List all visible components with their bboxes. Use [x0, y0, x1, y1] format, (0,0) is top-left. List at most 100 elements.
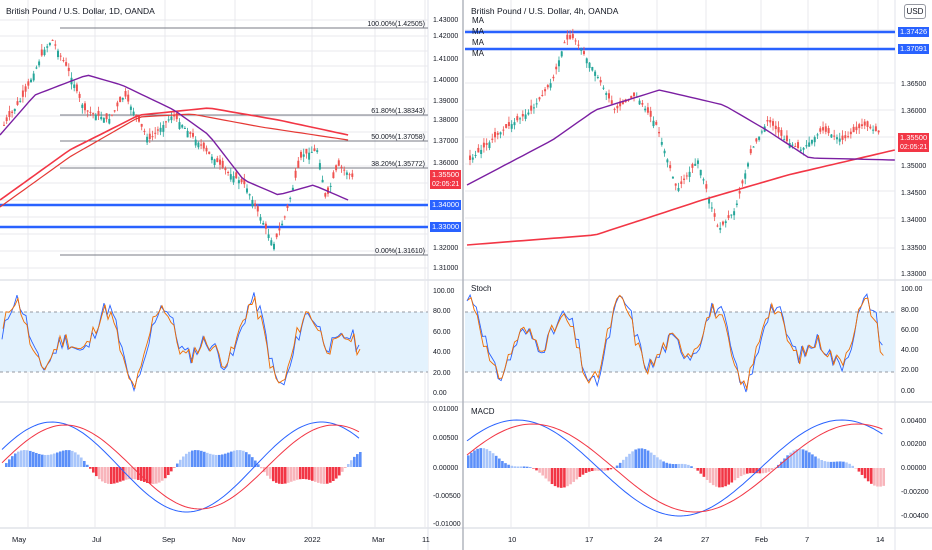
left-candle-body	[281, 223, 284, 226]
left-macd-histogram-bar	[278, 467, 281, 484]
left-candle-body	[11, 111, 14, 113]
right-candle-body	[769, 120, 772, 123]
left-macd-histogram-bar	[56, 452, 59, 467]
right-candle-body	[874, 126, 877, 131]
right-stoch-d-line	[467, 294, 884, 391]
right-candle-body	[794, 146, 797, 148]
left-candle-body	[192, 133, 194, 137]
right-macd-histogram-bar	[736, 468, 740, 479]
right-macd-histogram-bar	[649, 452, 653, 468]
left-price-axis-label: 1.43000	[433, 17, 458, 24]
right-price-axis-label: 1.36000	[901, 108, 926, 115]
right-macd-histogram-bar	[581, 468, 585, 475]
right-macd-histogram-bar	[563, 468, 566, 488]
right-candle-body	[833, 135, 836, 137]
left-macd-histogram-bar	[140, 467, 143, 481]
left-stoch-axis-label: 0.00	[433, 390, 447, 397]
left-ma-red-200	[0, 107, 349, 201]
right-macd-axis-label: 0.00000	[901, 465, 926, 472]
left-last-price-tag: 1.35500	[430, 170, 462, 180]
right-candle-body	[869, 126, 872, 129]
left-macd-histogram-bar	[98, 467, 101, 480]
right-macd-histogram-bar	[553, 468, 557, 487]
right-macd-histogram-bar	[482, 448, 486, 468]
left-price-axis-label: 1.38000	[433, 117, 458, 124]
right-macd-histogram-bar	[684, 464, 687, 468]
left-candle-body	[324, 193, 327, 197]
left-macd-histogram-bar	[179, 459, 182, 467]
left-macd-histogram-bar	[185, 453, 188, 467]
left-macd-histogram-bar	[353, 456, 356, 467]
right-macd-histogram-bar	[876, 468, 879, 487]
right-candle-body	[602, 87, 605, 89]
left-candle-body	[62, 60, 65, 62]
left-macd-histogram-bar	[182, 456, 185, 467]
left-candle-body	[8, 111, 11, 117]
right-macd-histogram-bar	[668, 463, 672, 468]
left-macd-histogram-bar	[101, 467, 104, 482]
right-macd-histogram-bar	[718, 468, 721, 488]
right-stoch-axis-label: 20.00	[901, 367, 919, 374]
right-stoch-k-line	[466, 293, 883, 393]
right-macd-histogram-bar	[820, 460, 823, 468]
ma-indicator-label-1[interactable]: MA	[472, 16, 484, 25]
left-macd-histogram-bar	[245, 452, 248, 467]
left-candle-body	[162, 125, 165, 132]
left-candle-body	[5, 117, 8, 121]
ma-indicator-label-3[interactable]: MA	[472, 38, 484, 47]
fib-level-label: 38.20%(1.35772)	[371, 161, 425, 168]
right-macd-histogram-bar	[556, 468, 560, 488]
right-candle-body	[671, 176, 674, 179]
ma-indicator-label-2[interactable]: MA	[472, 27, 484, 36]
left-macd-histogram-bar	[143, 467, 146, 482]
left-macd-histogram-bar	[20, 450, 23, 467]
left-candle-body	[278, 228, 281, 231]
right-candle-body	[755, 138, 758, 142]
right-candle-body	[760, 131, 763, 133]
right-resistance-tag-2: 1.37091	[898, 44, 930, 54]
right-candle-body	[480, 149, 483, 154]
left-macd-histogram-bar	[203, 451, 206, 467]
right-candle-body	[747, 163, 749, 167]
right-candle-body	[822, 127, 825, 131]
right-candle-body	[858, 124, 861, 129]
left-macd-histogram-bar	[29, 450, 32, 467]
right-candle-body	[694, 163, 697, 166]
right-macd-histogram-bar	[522, 466, 526, 468]
ma-indicator-label-4[interactable]: MA	[472, 49, 484, 58]
right-macd-histogram-bar	[470, 452, 473, 468]
left-candle-body	[165, 121, 167, 123]
left-candle-body	[129, 106, 132, 110]
left-macd-histogram-bar	[80, 457, 83, 467]
left-candle-body	[16, 101, 19, 105]
left-macd-histogram-bar	[83, 460, 86, 467]
left-macd-histogram-bar	[38, 453, 41, 467]
left-candle-body	[200, 144, 203, 146]
left-candle-body	[181, 125, 184, 128]
left-candle-body	[73, 84, 76, 88]
left-candle-body	[246, 188, 248, 193]
left-support-tag-1: 1.34000	[430, 200, 462, 210]
left-candle-body	[143, 130, 146, 132]
currency-button[interactable]: USD	[904, 4, 926, 19]
right-candle-body	[613, 108, 616, 110]
right-candle-body	[630, 95, 633, 99]
left-candle-body	[146, 136, 149, 143]
right-candle-body	[721, 221, 724, 225]
right-candle-body	[571, 34, 574, 39]
left-macd-histogram-bar	[224, 453, 227, 467]
right-candle-body	[710, 207, 713, 209]
right-countdown-tag: 02:05:21	[898, 143, 930, 152]
right-macd-axis-label: 0.00200	[901, 441, 926, 448]
right-candle-body	[777, 127, 780, 133]
left-macd-histogram-bar	[332, 467, 335, 482]
left-macd-histogram-bar	[155, 467, 158, 484]
left-macd-histogram-bar	[269, 467, 272, 479]
right-macd-histogram-bar	[832, 461, 836, 468]
left-macd-histogram-bar	[266, 467, 269, 476]
right-macd-histogram-bar	[677, 463, 681, 468]
left-candle-body	[197, 142, 200, 148]
left-candle-body	[189, 132, 192, 134]
left-macd-histogram-bar	[230, 451, 233, 467]
